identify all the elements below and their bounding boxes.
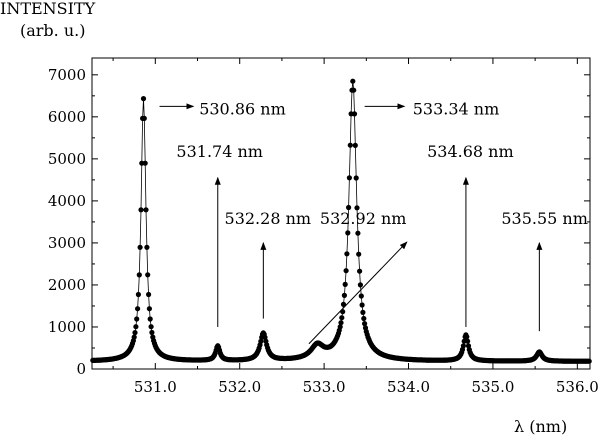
data-point	[141, 115, 147, 121]
data-point	[343, 268, 349, 274]
data-points	[90, 78, 592, 364]
x-tick-label: 536.0	[556, 378, 598, 396]
data-point	[351, 87, 357, 93]
data-point	[138, 207, 144, 213]
data-point	[465, 338, 471, 344]
data-point	[146, 306, 152, 312]
data-point	[352, 142, 358, 148]
data-point	[360, 309, 366, 315]
annotation-label: 531.74 nm	[176, 142, 263, 161]
annotation-label: 532.92 nm	[320, 209, 407, 228]
data-point	[146, 291, 152, 298]
data-point	[353, 175, 359, 181]
x-tick-label: 533.0	[303, 378, 346, 396]
annotation-label: 530.86 nm	[199, 100, 286, 119]
data-point	[358, 293, 364, 299]
y-tick-label: 4000	[48, 192, 86, 210]
x-axis-label: λ (nm)	[514, 417, 567, 436]
data-point	[148, 324, 154, 330]
x-tick-label: 534.0	[387, 378, 430, 396]
data-point	[586, 358, 592, 364]
data-point	[351, 111, 358, 117]
data-point	[147, 316, 153, 322]
data-point	[143, 207, 149, 213]
y-tick-label: 7000	[48, 66, 86, 84]
data-point	[338, 320, 344, 326]
data-point	[131, 334, 137, 340]
data-point	[149, 329, 155, 336]
data-point	[135, 291, 141, 298]
data-point	[355, 230, 361, 236]
plot-frame	[91, 57, 591, 370]
data-point	[350, 78, 356, 84]
y-tick-label: 2000	[48, 276, 86, 294]
x-tick-label: 535.0	[471, 378, 514, 396]
data-point	[340, 301, 347, 307]
y-tick-label: 5000	[48, 150, 86, 168]
data-point	[136, 272, 142, 278]
annotation-label: 535.55 nm	[501, 209, 588, 228]
annotation-label: 533.34 nm	[413, 100, 500, 119]
y-tick-label: 0	[76, 360, 86, 378]
data-point	[359, 302, 365, 308]
annotation-label: 532.28 nm	[225, 209, 312, 228]
data-point	[346, 175, 352, 181]
data-point	[356, 251, 362, 257]
data-point	[258, 338, 264, 344]
data-point	[357, 282, 363, 288]
data-point	[144, 244, 150, 250]
data-point	[464, 334, 470, 340]
x-tick-label: 531.0	[134, 378, 177, 396]
data-point	[339, 315, 345, 321]
annotation-label: 534.68 nm	[427, 142, 514, 161]
y-tick-label: 1000	[48, 318, 86, 336]
data-point	[345, 230, 351, 236]
y-axis-label-line2: (arb. u.)	[20, 21, 85, 40]
y-axis-label-line1: INTENSITY	[0, 0, 96, 18]
data-point	[347, 142, 353, 148]
data-point	[337, 324, 343, 330]
data-point	[344, 251, 350, 257]
annotation-arrow	[308, 241, 408, 345]
data-point	[341, 292, 347, 298]
data-point	[460, 343, 466, 349]
x-tick-label: 532.0	[218, 378, 261, 396]
y-tick-label: 6000	[48, 108, 86, 126]
data-point	[135, 306, 141, 312]
data-point	[145, 272, 151, 278]
data-point	[357, 268, 363, 274]
data-point	[346, 204, 352, 211]
data-point	[132, 330, 138, 336]
data-point	[342, 281, 348, 287]
y-tick-label: 3000	[48, 234, 86, 252]
data-point	[134, 316, 140, 322]
data-point	[354, 205, 360, 211]
data-point	[142, 160, 148, 166]
data-point	[137, 244, 143, 250]
data-point	[361, 315, 367, 322]
data-point	[362, 321, 368, 327]
data-point	[140, 96, 147, 102]
data-point	[133, 324, 139, 330]
